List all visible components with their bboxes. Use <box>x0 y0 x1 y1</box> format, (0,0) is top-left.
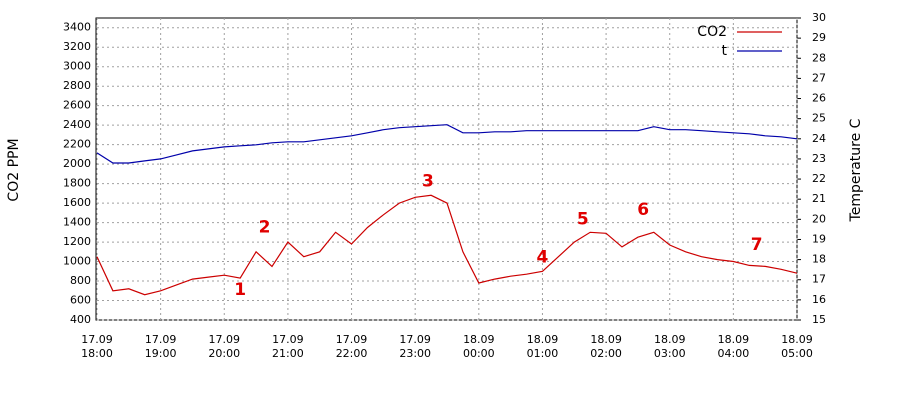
annotation: 3 <box>422 172 434 192</box>
x-tick-label: 17.09 22:00 <box>336 333 368 360</box>
y-tick-label: 1000 <box>63 255 91 268</box>
y-tick-label: 3000 <box>63 60 91 73</box>
x-tick-label: 17.09 20:00 <box>208 333 240 360</box>
y-tick-label: 600 <box>70 294 91 307</box>
y2-tick-label: 27 <box>812 71 826 84</box>
y2-tick-label: 16 <box>812 293 826 306</box>
annotation: 1 <box>234 280 246 300</box>
annotation: 2 <box>259 217 271 237</box>
y-tick-label: 400 <box>70 313 91 326</box>
y-tick-label: 1400 <box>63 216 91 229</box>
y2-axis-title: Temperature C <box>848 118 864 222</box>
annotation: 6 <box>637 200 649 220</box>
y-tick-label: 2800 <box>63 79 91 92</box>
y-tick-label: 3200 <box>63 40 91 53</box>
annotation: 5 <box>577 210 589 230</box>
x-tick-label: 17.09 23:00 <box>399 333 431 360</box>
y-tick-label: 1600 <box>63 196 91 209</box>
x-tick-label: 17.09 21:00 <box>272 333 304 360</box>
legend-label: CO2 <box>697 24 727 40</box>
y-axis-title: CO2 PPM <box>6 138 22 201</box>
y2-tick-label: 25 <box>812 112 826 125</box>
series-line <box>96 124 798 164</box>
y2-tick-label: 21 <box>812 192 826 205</box>
y2-tick-label: 23 <box>812 152 826 165</box>
y-tick-label: 2200 <box>63 138 91 151</box>
x-tick-label: 18.09 05:00 <box>781 333 813 360</box>
x-tick-label: 17.09 19:00 <box>145 333 177 360</box>
annotation: 4 <box>537 248 549 268</box>
y-tick-label: 2600 <box>63 99 91 112</box>
y2-tick-label: 22 <box>812 172 826 185</box>
y-tick-label: 2000 <box>63 157 91 170</box>
y2-tick-label: 15 <box>812 313 826 326</box>
y-tick-label: 1200 <box>63 235 91 248</box>
y2-tick-label: 19 <box>812 232 826 245</box>
y-tick-label: 800 <box>70 274 91 287</box>
x-tick-label: 18.09 01:00 <box>527 333 559 360</box>
x-tick-label: 18.09 04:00 <box>718 333 750 360</box>
y2-tick-label: 18 <box>812 253 826 266</box>
y2-tick-label: 20 <box>812 212 826 225</box>
y2-tick-label: 26 <box>812 92 826 105</box>
y-tick-label: 2400 <box>63 118 91 131</box>
series-line <box>96 194 798 296</box>
plot-frame <box>95 17 798 321</box>
y2-tick-label: 17 <box>812 273 826 286</box>
y-tick-label: 3400 <box>63 21 91 34</box>
x-tick-label: 18.09 00:00 <box>463 333 495 360</box>
x-tick-label: 17.09 18:00 <box>81 333 113 360</box>
y2-tick-label: 24 <box>812 132 826 145</box>
y2-tick-label: 29 <box>812 31 826 44</box>
annotation: 7 <box>751 235 763 255</box>
y2-tick-label: 30 <box>812 11 826 24</box>
legend-label: t <box>722 43 728 59</box>
y-tick-label: 1800 <box>63 177 91 190</box>
y2-tick-label: 28 <box>812 51 826 64</box>
x-tick-label: 18.09 02:00 <box>590 333 622 360</box>
x-tick-label: 18.09 03:00 <box>654 333 686 360</box>
